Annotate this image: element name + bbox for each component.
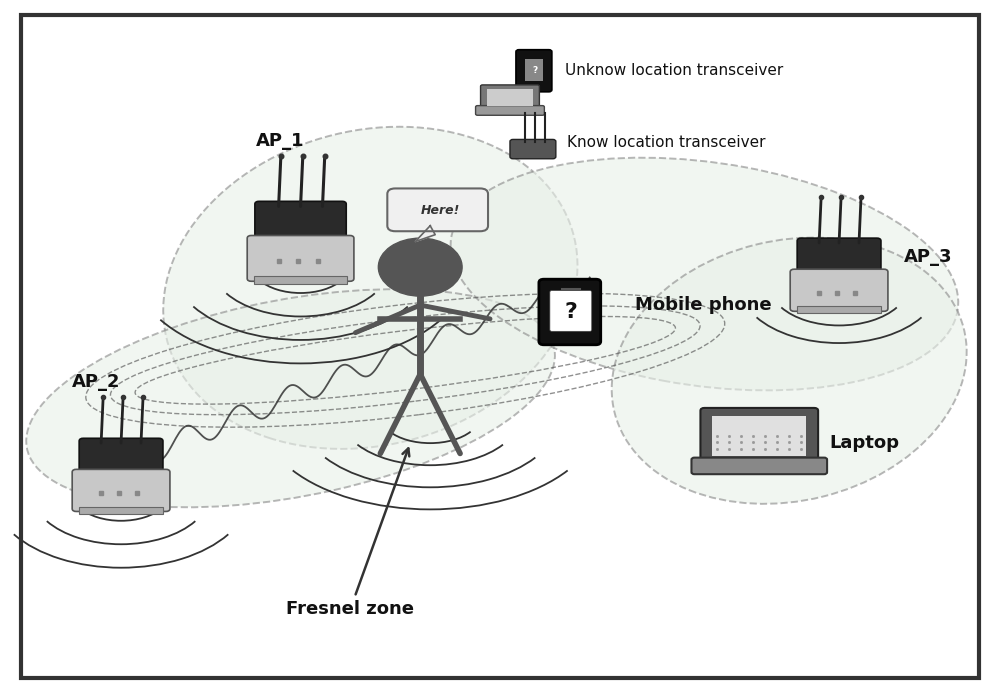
FancyBboxPatch shape — [387, 188, 488, 231]
Text: Know location transceiver: Know location transceiver — [567, 135, 765, 150]
Text: ?: ? — [532, 66, 538, 75]
FancyBboxPatch shape — [539, 279, 601, 345]
Text: AP_1: AP_1 — [256, 132, 305, 150]
Polygon shape — [415, 226, 435, 242]
FancyBboxPatch shape — [797, 238, 881, 277]
FancyBboxPatch shape — [797, 306, 881, 313]
Text: Here!: Here! — [420, 204, 460, 217]
FancyBboxPatch shape — [790, 269, 888, 311]
Text: AP_2: AP_2 — [72, 374, 120, 392]
FancyBboxPatch shape — [254, 277, 347, 284]
Text: Unknow location transceiver: Unknow location transceiver — [565, 63, 783, 78]
FancyBboxPatch shape — [712, 416, 806, 455]
FancyBboxPatch shape — [691, 457, 827, 474]
FancyBboxPatch shape — [510, 139, 556, 159]
Text: Mobile phone: Mobile phone — [635, 296, 771, 314]
Text: AP_3: AP_3 — [904, 248, 952, 266]
FancyBboxPatch shape — [487, 89, 533, 105]
Ellipse shape — [163, 127, 577, 449]
FancyBboxPatch shape — [79, 438, 163, 477]
FancyBboxPatch shape — [516, 50, 552, 91]
Text: ?: ? — [564, 302, 577, 322]
FancyBboxPatch shape — [255, 202, 346, 243]
FancyBboxPatch shape — [476, 105, 544, 115]
FancyBboxPatch shape — [247, 236, 354, 281]
FancyBboxPatch shape — [550, 290, 592, 331]
FancyBboxPatch shape — [72, 469, 170, 511]
FancyBboxPatch shape — [700, 408, 818, 463]
FancyBboxPatch shape — [525, 60, 543, 82]
Circle shape — [378, 238, 462, 296]
Ellipse shape — [26, 289, 555, 507]
Ellipse shape — [451, 158, 958, 390]
Text: Laptop: Laptop — [829, 434, 899, 452]
Text: Fresnel zone: Fresnel zone — [286, 448, 414, 617]
Ellipse shape — [612, 238, 967, 504]
FancyBboxPatch shape — [79, 507, 163, 514]
FancyBboxPatch shape — [21, 15, 979, 678]
FancyBboxPatch shape — [481, 85, 539, 109]
